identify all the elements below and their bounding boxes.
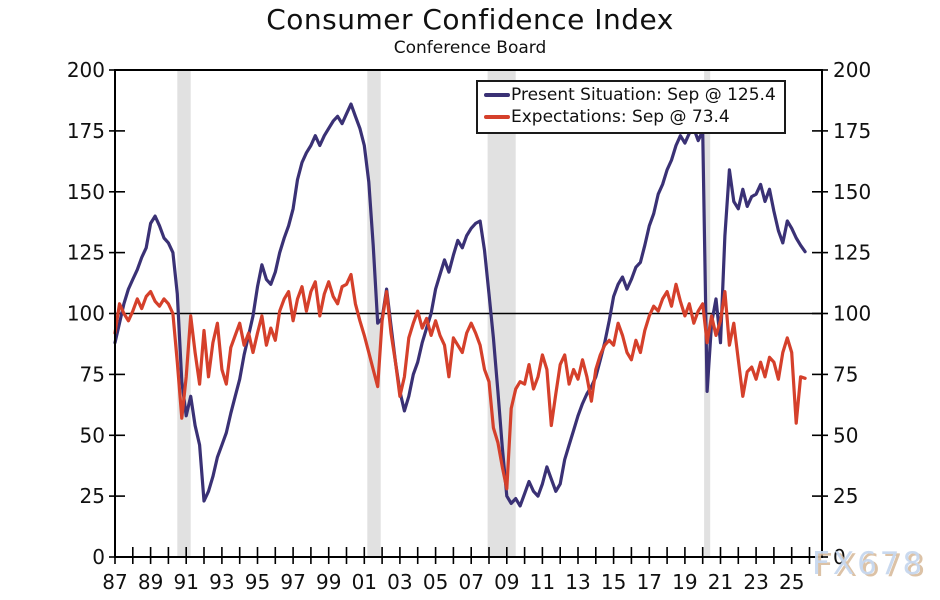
- legend-item-expectations: Expectations: Sep @ 73.4: [484, 106, 776, 128]
- x-axis-label: 01: [352, 570, 377, 594]
- series-line-expectations: [113, 272, 807, 491]
- x-axis-label: 13: [565, 570, 590, 594]
- plot-border: [114, 69, 823, 558]
- x-axis-label: 91: [173, 570, 198, 594]
- y-axis-label-right: 200: [833, 58, 871, 82]
- y-axis-label-left: 0: [92, 545, 105, 569]
- x-axis-label: 25: [779, 570, 804, 594]
- x-axis-label: 15: [601, 570, 626, 594]
- y-axis-label-right: 150: [833, 180, 871, 204]
- legend-item-present-situation: Present Situation: Sep @ 125.4: [484, 84, 776, 106]
- y-axis-label-left: 25: [80, 484, 105, 508]
- x-axis-label: 99: [316, 570, 341, 594]
- present-situation-line-swatch: [484, 93, 510, 97]
- y-axis-label-right: 50: [833, 423, 858, 447]
- x-axis-label: 03: [387, 570, 412, 594]
- y-axis-label-left: 200: [67, 58, 105, 82]
- x-axis-label: 87: [102, 570, 127, 594]
- expectations-line-swatch: [484, 115, 510, 119]
- chart-title: Consumer Confidence Index: [266, 3, 674, 36]
- x-axis-label: 21: [708, 570, 733, 594]
- chart-legend: Present Situation: Sep @ 125.4 Expectati…: [476, 80, 786, 134]
- y-axis-label-left: 100: [67, 302, 105, 326]
- y-axis-label-left: 75: [80, 362, 105, 386]
- x-axis-label: 23: [743, 570, 768, 594]
- y-axis-label-right: 0: [833, 545, 846, 569]
- x-axis-label: 97: [280, 570, 305, 594]
- legend-label-present-situation: Present Situation: Sep @ 125.4: [511, 85, 776, 105]
- y-axis-label-right: 175: [833, 119, 871, 143]
- y-axis-label-left: 125: [67, 241, 105, 265]
- chart-subtitle: Conference Board: [393, 38, 547, 58]
- x-axis-label: 89: [138, 570, 163, 594]
- x-axis-label: 05: [423, 570, 448, 594]
- y-axis-label-right: 125: [833, 241, 871, 265]
- x-axis-label: 09: [494, 570, 519, 594]
- y-axis-label-left: 175: [67, 119, 105, 143]
- y-axis-label-right: 25: [833, 484, 858, 508]
- y-axis-label-right: 100: [833, 302, 871, 326]
- y-axis-label-right: 75: [833, 362, 858, 386]
- x-axis-label: 07: [458, 570, 483, 594]
- x-axis-label: 95: [245, 570, 270, 594]
- x-axis-label: 19: [672, 570, 697, 594]
- x-axis-label: 17: [637, 570, 662, 594]
- x-axis-label: 11: [530, 570, 555, 594]
- x-axis-label: 93: [209, 570, 234, 594]
- y-axis-label-left: 150: [67, 180, 105, 204]
- legend-label-expectations: Expectations: Sep @ 73.4: [511, 107, 730, 127]
- y-axis-label-left: 50: [80, 423, 105, 447]
